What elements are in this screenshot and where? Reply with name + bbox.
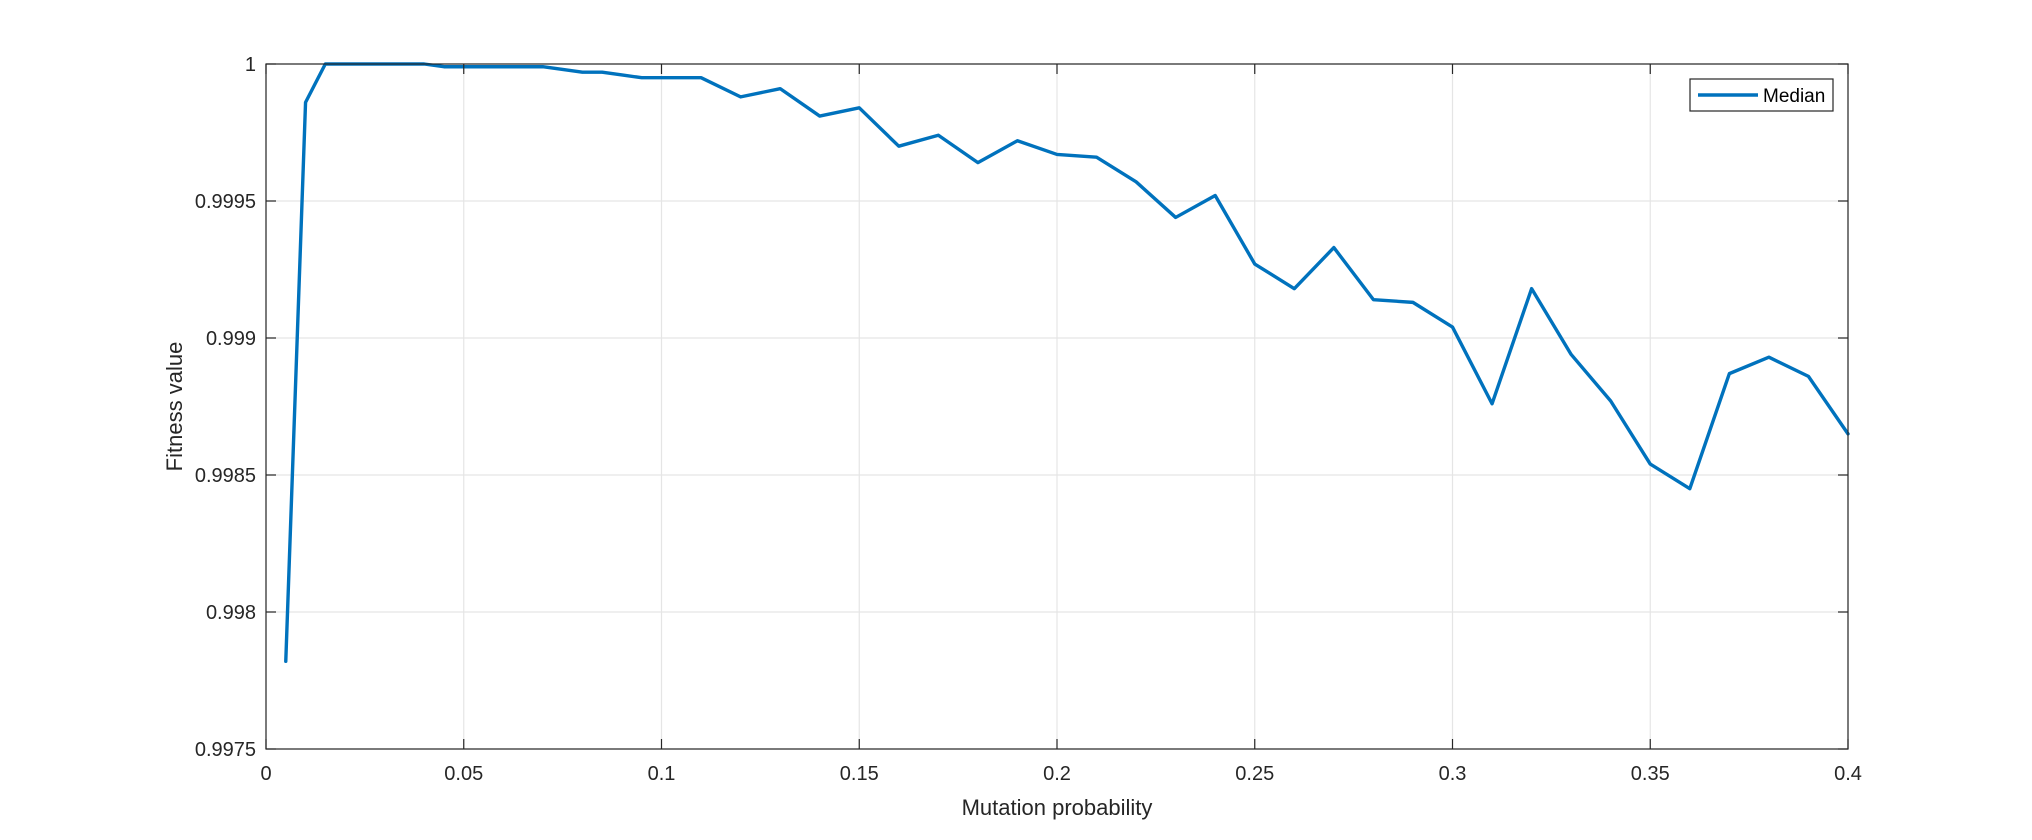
x-tick-label: 0 [260,763,271,785]
y-tick-label: 1 [245,54,256,76]
x-tick-label: 0.15 [840,763,879,785]
x-tick-label: 0.2 [1043,763,1071,785]
legend-label: Median [1763,86,1825,107]
y-tick-label: 0.9975 [195,739,256,761]
axes: 0 0.05 0.1 0.15 0.2 0.25 0.3 0.35 0.4 0.9975 0.998… [195,54,1862,785]
x-tick-label: 0.1 [648,763,676,785]
x-tick-label: 0.25 [1235,763,1274,785]
y-axis-title: Fitness value [162,342,187,472]
y-tick-label: 0.9985 [195,465,256,487]
y-tick-label: 0.999 [206,328,256,350]
x-axis-title: Mutation probability [962,795,1153,820]
x-tick-label: 0.35 [1631,763,1670,785]
x-tick-label: 0.05 [444,763,483,785]
legend: Median [1689,78,1834,112]
plot-area [284,62,1850,664]
grid [265,63,1849,750]
series-line-median [284,62,1850,664]
y-tick-label: 0.9995 [195,191,256,213]
x-tick-label: 0.4 [1834,763,1862,785]
y-tick-label: 0.998 [206,602,256,624]
x-tick-label: 0.3 [1439,763,1467,785]
